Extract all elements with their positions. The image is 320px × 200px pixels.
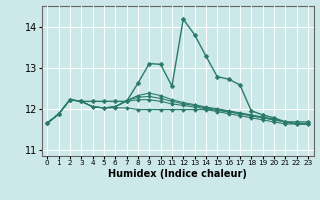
X-axis label: Humidex (Indice chaleur): Humidex (Indice chaleur) bbox=[108, 169, 247, 179]
